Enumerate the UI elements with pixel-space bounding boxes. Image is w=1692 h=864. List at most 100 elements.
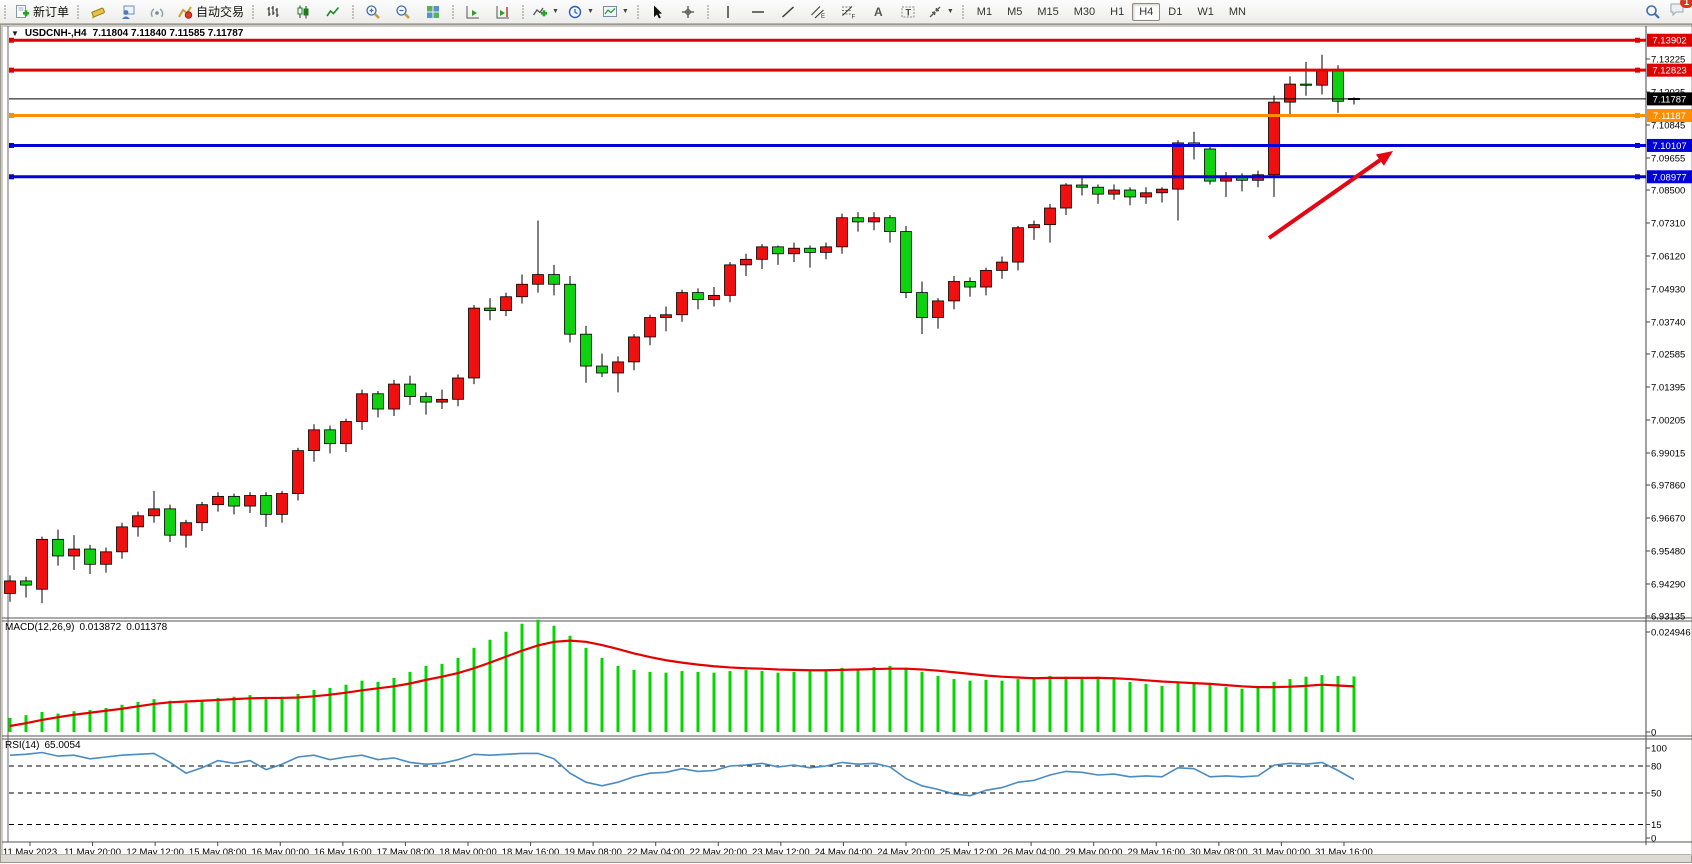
line-handle[interactable] xyxy=(9,67,14,73)
rsi-value: 65.0054 xyxy=(44,740,81,751)
line-chart-button[interactable] xyxy=(318,1,348,23)
metaeditor-button[interactable] xyxy=(83,1,113,23)
line-handle[interactable] xyxy=(9,113,14,119)
chart-shift-button[interactable] xyxy=(488,1,518,23)
tf-button-m30[interactable]: M30 xyxy=(1073,5,1096,18)
candle-body xyxy=(84,548,96,565)
candle-body xyxy=(1044,207,1056,226)
text-tool-button[interactable]: A xyxy=(863,1,893,23)
candle-body xyxy=(676,292,688,316)
candle-body xyxy=(388,383,400,410)
arrows-tool-button[interactable]: ▼ xyxy=(923,1,958,23)
price-level-badge xyxy=(1647,92,1692,106)
tf-button-w1[interactable]: W1 xyxy=(1197,5,1214,18)
price-tick-label: 7.13225 xyxy=(1651,55,1685,66)
dropdown-arrow-icon: ▼ xyxy=(586,8,594,15)
autotrading-button[interactable]: 自动交易 xyxy=(173,1,248,23)
line-handle[interactable] xyxy=(1635,142,1640,148)
dropdown-arrow-icon: ▼ xyxy=(621,8,629,15)
toolbar: 新订单 自动交易 xyxy=(0,0,1692,24)
cursor-tool-button[interactable] xyxy=(643,1,673,23)
trend-arrow-line[interactable] xyxy=(1267,158,1382,240)
indicators-icon xyxy=(532,7,548,16)
chart-symbol-period: USDCNH-,H4 xyxy=(24,28,87,39)
candle-body xyxy=(804,247,816,253)
macd-axis-label: 0 xyxy=(1651,728,1656,739)
date-tick-label: 16 May 00:00 xyxy=(251,847,309,858)
crosshair-icon xyxy=(681,5,694,18)
periods-button[interactable]: ▼ xyxy=(563,1,598,23)
bar-chart-button[interactable] xyxy=(258,1,288,23)
tf-button-m15[interactable]: M15 xyxy=(1037,5,1059,18)
one-click-trading-toggle[interactable]: ▼ xyxy=(11,29,19,38)
channel-tool-button[interactable]: E xyxy=(803,1,833,23)
line-handle[interactable] xyxy=(9,142,14,148)
crosshair-tool-button[interactable] xyxy=(673,1,703,23)
vertical-line-tool-button[interactable] xyxy=(713,1,743,23)
svg-text:F: F xyxy=(851,14,855,20)
chart-shift-icon xyxy=(496,5,510,18)
notifications-button[interactable]: 1 xyxy=(1669,0,1692,22)
candle-body xyxy=(324,429,336,445)
notification-badge: 1 xyxy=(1679,0,1692,8)
horizontal-line-tool-button[interactable] xyxy=(743,1,773,23)
new-order-button[interactable]: 新订单 xyxy=(10,1,73,23)
templates-button[interactable]: ▼ xyxy=(598,1,633,23)
trend-arrow-head[interactable] xyxy=(1375,151,1393,166)
candle-body xyxy=(1156,188,1168,194)
price-level-badge xyxy=(1647,63,1692,77)
line-handle[interactable] xyxy=(1635,37,1640,43)
price-tick-label: 7.07310 xyxy=(1651,218,1685,229)
tf-button-h1[interactable]: H1 xyxy=(1110,5,1125,18)
candle-body xyxy=(916,292,928,318)
candle-body xyxy=(868,217,880,223)
svg-text:A: A xyxy=(874,5,883,19)
date-tick-label: 23 May 12:00 xyxy=(752,847,810,858)
tile-windows-button[interactable] xyxy=(418,1,448,23)
line-handle[interactable] xyxy=(1635,174,1640,180)
candle-body xyxy=(1316,70,1328,86)
date-tick-label: 18 May 00:00 xyxy=(439,847,497,858)
indicators-button[interactable]: ▼ xyxy=(528,1,563,23)
price-tick-label: 7.04930 xyxy=(1651,284,1685,295)
trendline-icon xyxy=(781,5,794,18)
rsi-line xyxy=(9,751,1355,797)
candle-body xyxy=(932,300,944,318)
candlestick-chart-button[interactable] xyxy=(288,1,318,23)
zoom-in-button[interactable] xyxy=(358,1,388,23)
price-level-badge-text: 7.12823 xyxy=(1652,66,1686,77)
zoom-out-button[interactable] xyxy=(388,1,418,23)
candle-body xyxy=(420,396,432,403)
candle-body xyxy=(68,548,80,557)
text-label-tool-button[interactable]: T xyxy=(893,1,923,23)
fibonacci-tool-button[interactable]: F xyxy=(833,1,863,23)
tf-button-mn[interactable]: MN xyxy=(1228,5,1246,18)
candle-body xyxy=(740,258,752,266)
price-tick-label: 7.01395 xyxy=(1651,382,1685,393)
auto-scroll-button[interactable] xyxy=(458,1,488,23)
toolbar-grip xyxy=(635,3,640,20)
candle-body xyxy=(1172,142,1184,190)
tf-button-h4[interactable]: H4 xyxy=(1132,2,1161,21)
signals-icon xyxy=(150,7,164,17)
line-handle[interactable] xyxy=(1635,67,1640,73)
date-tick-label: 11 May 2023 xyxy=(3,847,57,858)
chart-canvas[interactable]: 7.132257.120357.108457.096557.085007.073… xyxy=(1,25,1692,864)
line-handle[interactable] xyxy=(9,37,14,43)
toolbar-grip xyxy=(521,3,526,20)
candle-body xyxy=(356,393,368,422)
community-button[interactable] xyxy=(113,1,143,23)
price-tick-label: 6.97860 xyxy=(1651,480,1685,491)
candle-body xyxy=(1140,192,1152,198)
search-icon[interactable] xyxy=(1645,4,1661,20)
line-handle[interactable] xyxy=(1635,113,1640,119)
tf-button-m1[interactable]: M1 xyxy=(976,5,993,18)
price-level-badge xyxy=(1647,170,1692,184)
trendline-tool-button[interactable] xyxy=(773,1,803,23)
date-tick-label: 17 May 08:00 xyxy=(377,847,435,858)
candle-body xyxy=(452,377,464,400)
line-handle[interactable] xyxy=(9,174,14,180)
tf-button-d1[interactable]: D1 xyxy=(1168,5,1183,18)
tf-button-m5[interactable]: M5 xyxy=(1007,5,1023,18)
signals-button[interactable] xyxy=(143,1,173,23)
